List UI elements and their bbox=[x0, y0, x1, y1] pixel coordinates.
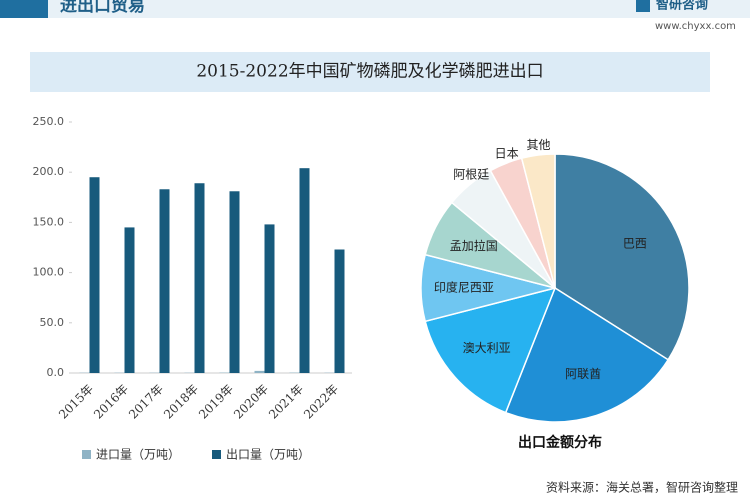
x-tick-label: 2017年 bbox=[126, 382, 166, 422]
pie-label: 巴西 bbox=[623, 237, 647, 251]
x-tick-label: 2015年 bbox=[56, 382, 96, 422]
site: www.chyxx.com bbox=[655, 21, 736, 32]
x-tick-label: 2021年 bbox=[266, 382, 306, 422]
bar bbox=[90, 177, 100, 373]
chart-title: 2015-2022年中国矿物磷肥及化学磷肥进出口 bbox=[196, 62, 543, 82]
logo-icon bbox=[636, 0, 650, 12]
y-tick-label: 250.0 bbox=[33, 115, 65, 128]
x-tick-label: 2016年 bbox=[91, 382, 131, 422]
section-title: 进出口贸易 bbox=[60, 0, 145, 16]
bar bbox=[195, 183, 205, 373]
legend-label: 进口量（万吨） bbox=[96, 448, 180, 462]
source: 资料来源：海关总署，智研咨询整理 bbox=[546, 480, 738, 495]
pie-title: 出口金额分布 bbox=[518, 434, 602, 451]
legend-swatch bbox=[212, 450, 221, 459]
bar bbox=[335, 250, 345, 373]
pie-label: 孟加拉国 bbox=[450, 238, 498, 253]
y-tick-label: 200.0 bbox=[33, 165, 65, 178]
bar bbox=[160, 189, 170, 373]
bar bbox=[265, 224, 275, 373]
banner-block bbox=[0, 0, 48, 18]
bar bbox=[125, 227, 135, 373]
bar bbox=[300, 168, 310, 373]
y-tick-label: 50.0 bbox=[40, 316, 65, 329]
pie-label: 澳大利亚 bbox=[463, 341, 511, 355]
x-tick-label: 2020年 bbox=[231, 382, 271, 422]
pie-label: 印度尼西亚 bbox=[434, 280, 494, 295]
legend-label: 出口量（万吨） bbox=[226, 448, 310, 462]
pie-label: 其他 bbox=[527, 138, 551, 152]
logo: 智研咨询 bbox=[656, 0, 708, 13]
bar bbox=[255, 371, 265, 373]
bar bbox=[230, 191, 240, 373]
x-tick-label: 2022年 bbox=[301, 382, 341, 422]
pie-label: 日本 bbox=[495, 146, 519, 160]
y-tick-label: 0.0 bbox=[47, 366, 65, 379]
pie-label: 阿联酋 bbox=[565, 366, 601, 381]
legend-swatch bbox=[82, 450, 91, 459]
y-tick-label: 100.0 bbox=[33, 266, 65, 279]
y-tick-label: 150.0 bbox=[33, 215, 65, 228]
x-tick-label: 2019年 bbox=[196, 382, 236, 422]
x-tick-label: 2018年 bbox=[161, 382, 201, 422]
pie-label: 阿根廷 bbox=[453, 167, 489, 181]
